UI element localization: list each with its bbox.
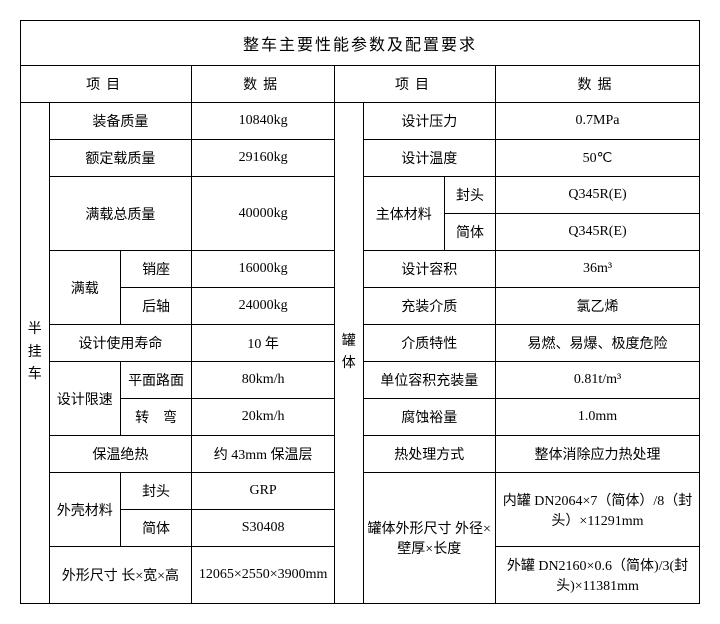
medium-value: 氯乙烯 bbox=[496, 288, 700, 325]
volume-value: 36m³ bbox=[496, 251, 700, 288]
right-group: 罐体 bbox=[334, 103, 363, 604]
pin-value: 16000kg bbox=[192, 251, 335, 288]
shell-head-value: GRP bbox=[192, 473, 335, 510]
fill-value: 0.81t/m³ bbox=[496, 362, 700, 399]
material-head-value: Q345R(E) bbox=[496, 177, 700, 214]
tank-dims-inner: 内罐 DN2064×7（简体）/8（封头）×11291mm bbox=[496, 473, 700, 547]
corrosion-label: 腐蚀裕量 bbox=[363, 399, 496, 436]
heat-value: 整体消除应力热处理 bbox=[496, 436, 700, 473]
table-title: 整车主要性能参数及配置要求 bbox=[21, 21, 700, 66]
turn-label: 转 弯 bbox=[120, 399, 191, 436]
shell-head-label: 封头 bbox=[120, 473, 191, 510]
equip-mass-label: 装备质量 bbox=[49, 103, 192, 140]
material-body-label: 简体 bbox=[445, 214, 496, 251]
temp-label: 设计温度 bbox=[363, 140, 496, 177]
header-data-left: 数据 bbox=[192, 66, 335, 103]
fill-label: 单位容积充装量 bbox=[363, 362, 496, 399]
heat-label: 热处理方式 bbox=[363, 436, 496, 473]
header-item-right: 项目 bbox=[334, 66, 495, 103]
shell-body-label: 简体 bbox=[120, 510, 191, 547]
rear-label: 后轴 bbox=[120, 288, 191, 325]
material-body-value: Q345R(E) bbox=[496, 214, 700, 251]
rated-load-label: 额定载质量 bbox=[49, 140, 192, 177]
rear-value: 24000kg bbox=[192, 288, 335, 325]
insul-label: 保温绝热 bbox=[49, 436, 192, 473]
property-label: 介质特性 bbox=[363, 325, 496, 362]
rated-load-value: 29160kg bbox=[192, 140, 335, 177]
left-group: 半挂车 bbox=[21, 103, 50, 604]
full-mass-label: 满载总质量 bbox=[49, 177, 192, 251]
full-load-label: 满载 bbox=[49, 251, 120, 325]
insul-value: 约 43mm 保温层 bbox=[192, 436, 335, 473]
temp-value: 50℃ bbox=[496, 140, 700, 177]
tank-dims-label: 罐体外形尺寸 外径×壁厚×长度 bbox=[363, 473, 496, 604]
material-head-label: 封头 bbox=[445, 177, 496, 214]
spec-table: 整车主要性能参数及配置要求 项目 数据 项目 数据 半挂车 装备质量 10840… bbox=[20, 20, 700, 604]
flat-label: 平面路面 bbox=[120, 362, 191, 399]
turn-value: 20km/h bbox=[192, 399, 335, 436]
property-value: 易燃、易爆、极度危险 bbox=[496, 325, 700, 362]
pressure-value: 0.7MPa bbox=[496, 103, 700, 140]
pin-label: 销座 bbox=[120, 251, 191, 288]
header-data-right: 数据 bbox=[496, 66, 700, 103]
dims-label: 外形尺寸 长×宽×高 bbox=[49, 547, 192, 604]
shell-body-value: S30408 bbox=[192, 510, 335, 547]
equip-mass-value: 10840kg bbox=[192, 103, 335, 140]
dims-value: 12065×2550×3900mm bbox=[192, 547, 335, 604]
corrosion-value: 1.0mm bbox=[496, 399, 700, 436]
header-item-left: 项目 bbox=[21, 66, 192, 103]
full-mass-value: 40000kg bbox=[192, 177, 335, 251]
life-value: 10 年 bbox=[192, 325, 335, 362]
flat-value: 80km/h bbox=[192, 362, 335, 399]
pressure-label: 设计压力 bbox=[363, 103, 496, 140]
medium-label: 充装介质 bbox=[363, 288, 496, 325]
shell-label: 外壳材料 bbox=[49, 473, 120, 547]
material-label: 主体材料 bbox=[363, 177, 445, 251]
life-label: 设计使用寿命 bbox=[49, 325, 192, 362]
tank-dims-outer: 外罐 DN2160×0.6（简体)/3(封头)×11381mm bbox=[496, 547, 700, 604]
volume-label: 设计容积 bbox=[363, 251, 496, 288]
speed-label: 设计限速 bbox=[49, 362, 120, 436]
